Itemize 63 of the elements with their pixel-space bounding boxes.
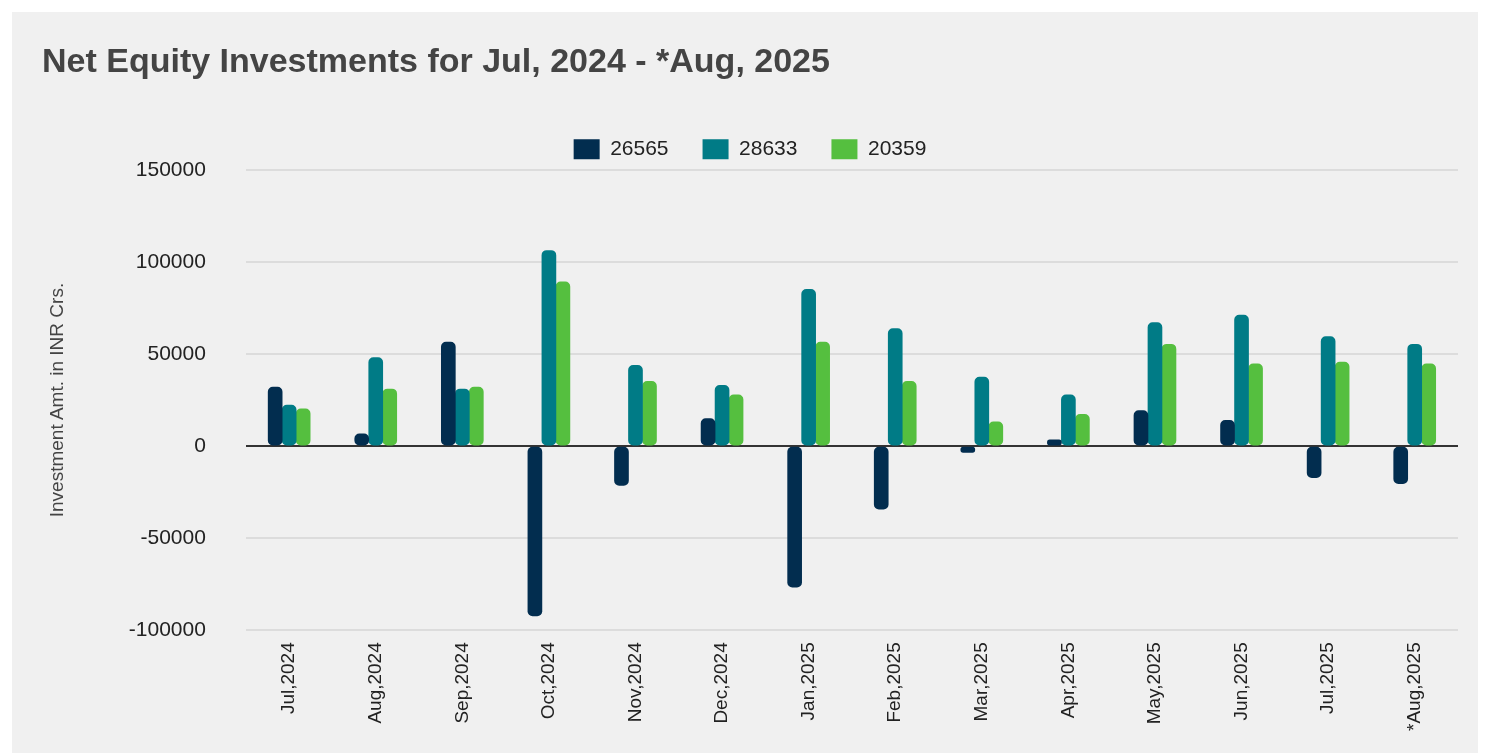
x-tick-label: Oct,2024 — [537, 641, 559, 720]
bar — [1075, 414, 1090, 446]
bar — [1248, 363, 1263, 446]
bar — [1334, 361, 1350, 446]
bar — [614, 446, 629, 486]
bar — [1133, 410, 1149, 446]
chart-title: Net Equity Investments for Jul, 2024 - *Aug, 2025 — [42, 40, 830, 79]
bar — [368, 357, 384, 446]
bar — [873, 446, 889, 510]
x-tick-label: Aug,2024 — [363, 641, 385, 724]
bar — [887, 328, 903, 446]
legend-label: 26565 — [610, 136, 669, 160]
x-tick-label: Sep,2024 — [450, 641, 472, 724]
y-tick-label: -50000 — [140, 524, 206, 548]
bar — [1306, 446, 1322, 479]
bar — [642, 381, 657, 446]
x-tick-label: Jun,2025 — [1229, 642, 1251, 721]
x-tick-label: May,2025 — [1143, 642, 1165, 725]
y-tick-label: -100000 — [128, 617, 206, 641]
bar — [901, 381, 917, 446]
y-tick-label: 0 — [194, 432, 206, 456]
bar — [541, 250, 557, 446]
x-tick-label: Mar,2025 — [970, 642, 992, 722]
x-tick-label: Jul,2025 — [1316, 642, 1338, 715]
bar — [468, 386, 484, 446]
bar — [527, 446, 543, 617]
bar — [700, 418, 716, 446]
bar — [267, 386, 283, 446]
x-tick-label: Jul,2024 — [277, 641, 299, 715]
bar — [382, 388, 398, 446]
bar — [787, 446, 802, 588]
x-tick-label: Dec,2024 — [710, 641, 732, 724]
bar — [454, 388, 470, 446]
bar — [1407, 343, 1423, 446]
bar — [1320, 336, 1336, 446]
x-tick-label: *Aug,2025 — [1402, 642, 1424, 731]
bar — [1061, 394, 1076, 446]
legend-label: 28633 — [739, 136, 798, 160]
bar — [555, 281, 571, 446]
bar — [1147, 322, 1163, 446]
bar — [815, 341, 830, 446]
bar — [1421, 363, 1437, 446]
y-tick-label: 100000 — [135, 248, 206, 272]
y-axis-title: Investment Amt. in INR Crs. — [45, 282, 67, 518]
legend-label: 20359 — [867, 136, 927, 160]
x-tick-label: Apr,2025 — [1056, 642, 1078, 719]
x-tick-label: Jan,2025 — [796, 642, 818, 721]
y-tick-label: 50000 — [147, 340, 206, 364]
bar — [628, 365, 643, 446]
bar — [974, 376, 990, 446]
bar — [1234, 314, 1249, 446]
bar — [1393, 446, 1409, 484]
x-tick-label: Feb,2025 — [883, 642, 905, 723]
y-tick-label: 150000 — [135, 156, 206, 180]
bar — [1161, 343, 1177, 446]
bar — [281, 404, 297, 446]
bar — [1220, 419, 1235, 446]
bar — [440, 341, 456, 446]
bar — [801, 289, 816, 446]
bar — [714, 384, 730, 446]
bar — [728, 394, 744, 446]
x-tick-label: Nov,2024 — [623, 641, 645, 723]
bar — [295, 408, 311, 446]
